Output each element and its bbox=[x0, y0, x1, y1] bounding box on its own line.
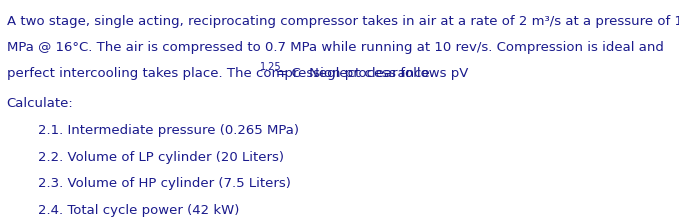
Text: 2.2. Volume of LP cylinder (20 Liters): 2.2. Volume of LP cylinder (20 Liters) bbox=[38, 151, 284, 164]
Text: A two stage, single acting, reciprocating compressor takes in air at a rate of 2: A two stage, single acting, reciprocatin… bbox=[7, 15, 679, 28]
Text: 1.25: 1.25 bbox=[260, 62, 282, 72]
Text: perfect intercooling takes place. The compression process follows pV: perfect intercooling takes place. The co… bbox=[7, 67, 468, 80]
Text: MPa @ 16°C. The air is compressed to 0.7 MPa while running at 10 rev/s. Compress: MPa @ 16°C. The air is compressed to 0.7… bbox=[7, 41, 663, 54]
Text: 2.1. Intermediate pressure (0.265 MPa): 2.1. Intermediate pressure (0.265 MPa) bbox=[38, 124, 299, 137]
Text: 2.4. Total cycle power (42 kW): 2.4. Total cycle power (42 kW) bbox=[38, 204, 239, 217]
Text: = C. Neglect clearance.: = C. Neglect clearance. bbox=[272, 67, 433, 80]
Text: Calculate:: Calculate: bbox=[7, 97, 73, 110]
Text: 2.3. Volume of HP cylinder (7.5 Liters): 2.3. Volume of HP cylinder (7.5 Liters) bbox=[38, 177, 291, 190]
